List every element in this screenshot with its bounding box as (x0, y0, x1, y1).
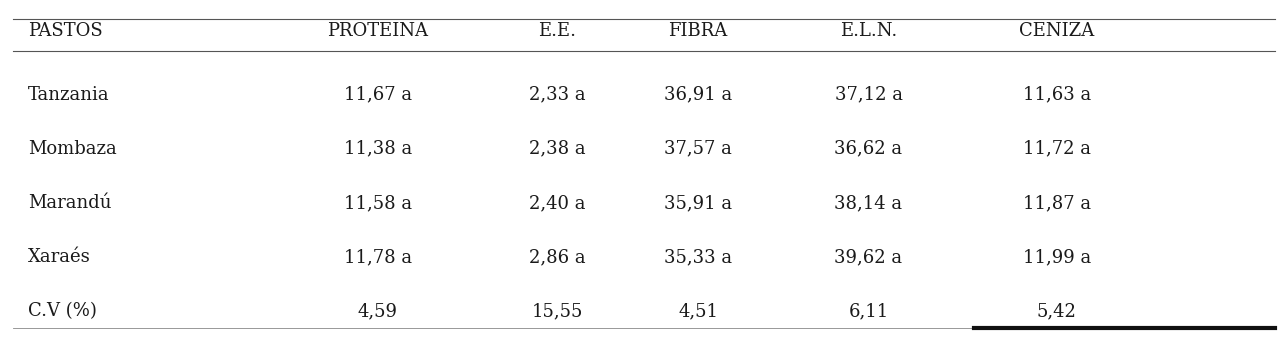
Text: 2,40 a: 2,40 a (529, 194, 585, 212)
Text: 4,59: 4,59 (357, 302, 398, 321)
Text: Mombaza: Mombaza (28, 140, 117, 158)
Text: 11,67 a: 11,67 a (343, 85, 412, 104)
Text: 38,14 a: 38,14 a (834, 194, 903, 212)
Text: 11,78 a: 11,78 a (343, 248, 412, 266)
Text: 2,38 a: 2,38 a (529, 140, 585, 158)
Text: FIBRA: FIBRA (669, 22, 728, 41)
Text: CENIZA: CENIZA (1020, 22, 1094, 41)
Text: E.E.: E.E. (538, 22, 576, 41)
Text: 5,42: 5,42 (1036, 302, 1077, 321)
Text: Xaraés: Xaraés (28, 248, 91, 266)
Text: 11,58 a: 11,58 a (343, 194, 412, 212)
Text: Tanzania: Tanzania (28, 85, 110, 104)
Text: 11,72 a: 11,72 a (1022, 140, 1091, 158)
Text: 6,11: 6,11 (848, 302, 889, 321)
Text: PASTOS: PASTOS (28, 22, 102, 41)
Text: 11,99 a: 11,99 a (1022, 248, 1091, 266)
Text: E.L.N.: E.L.N. (840, 22, 897, 41)
Text: 37,12 a: 37,12 a (834, 85, 903, 104)
Text: 36,91 a: 36,91 a (664, 85, 733, 104)
Text: Marandú: Marandú (28, 194, 111, 212)
Text: 39,62 a: 39,62 a (834, 248, 903, 266)
Text: 4,51: 4,51 (678, 302, 719, 321)
Text: 11,63 a: 11,63 a (1022, 85, 1091, 104)
Text: 37,57 a: 37,57 a (665, 140, 731, 158)
Text: PROTEINA: PROTEINA (328, 22, 428, 41)
Text: 11,38 a: 11,38 a (343, 140, 412, 158)
Text: 11,87 a: 11,87 a (1022, 194, 1091, 212)
Text: 36,62 a: 36,62 a (834, 140, 903, 158)
Text: 35,91 a: 35,91 a (664, 194, 733, 212)
Text: 2,86 a: 2,86 a (529, 248, 585, 266)
Text: 35,33 a: 35,33 a (664, 248, 733, 266)
Text: 15,55: 15,55 (532, 302, 583, 321)
Text: 2,33 a: 2,33 a (529, 85, 585, 104)
Text: C.V (%): C.V (%) (28, 302, 97, 321)
